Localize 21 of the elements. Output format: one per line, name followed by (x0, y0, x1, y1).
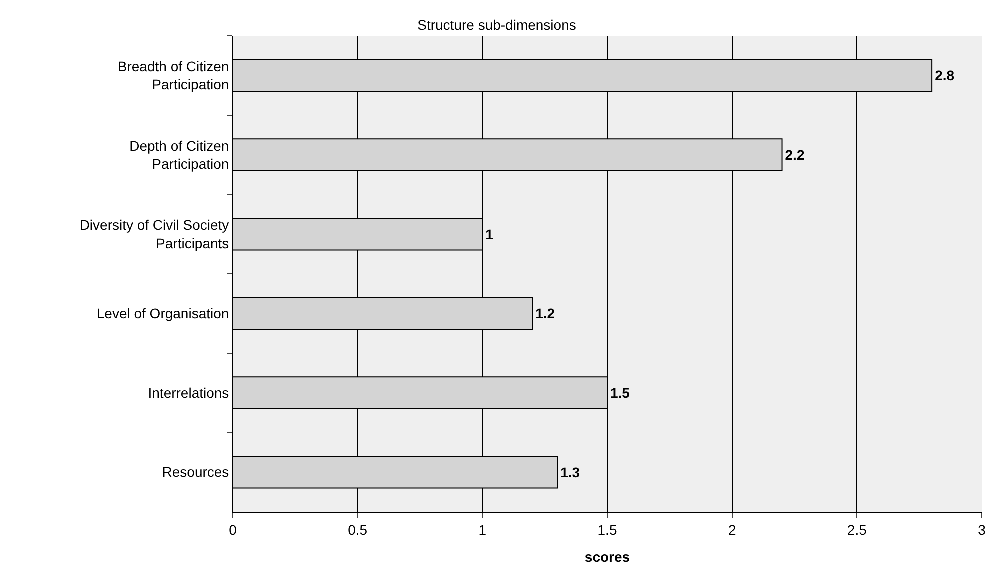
y-tick-label: Diversity of Civil Society Participants (80, 217, 230, 252)
x-tick-label: 2 (728, 522, 736, 538)
data-label: 2.8 (935, 68, 955, 84)
data-label: 1.2 (536, 306, 556, 322)
y-tick-label: Level of Organisation (96, 306, 230, 322)
data-label: 1.3 (560, 464, 580, 480)
x-tick-label: 2.5 (847, 522, 868, 538)
x-tick-label: 3 (978, 522, 986, 538)
y-tick-label: Breadth of Citizen Participation (118, 58, 230, 93)
chart-title: Structure sub-dimensions (418, 17, 576, 34)
x-tick-label: 1 (478, 522, 487, 538)
y-tick-label: Interrelations (148, 384, 230, 401)
y-tick-label: Depth of Citizen Participation (130, 138, 230, 172)
data-label: 1 (486, 226, 494, 242)
x-tick-label: 1.5 (598, 522, 618, 538)
x-tick-label: 0.5 (348, 522, 368, 538)
data-label: 2.2 (785, 147, 805, 163)
x-axis-title: scores (584, 549, 630, 566)
x-tick-label: 0 (229, 522, 238, 538)
data-label: 1.5 (610, 385, 630, 401)
y-tick-label: Resources (162, 464, 230, 480)
